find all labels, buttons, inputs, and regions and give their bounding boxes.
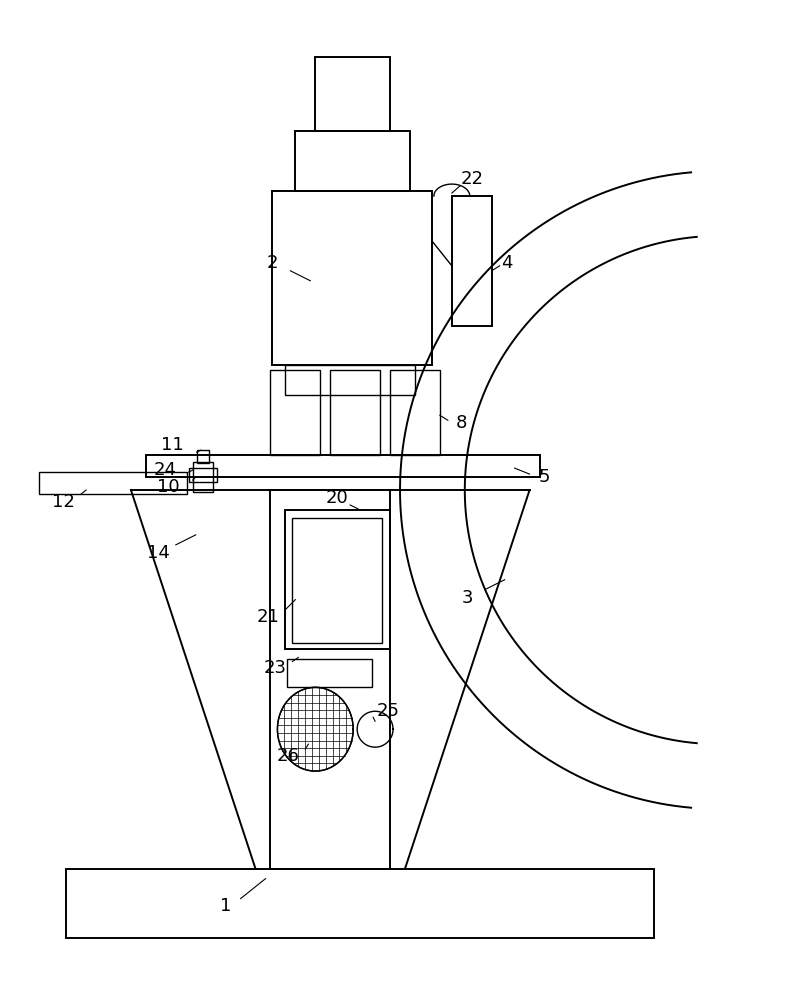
Bar [316,57,390,131]
Bar [40,472,186,494]
Text: 3: 3 [462,589,474,607]
Text: 22: 22 [460,170,483,188]
Bar [146,455,540,477]
Text: 20: 20 [326,489,349,507]
Text: 12: 12 [52,493,74,511]
Bar [286,510,390,649]
Bar [273,191,432,365]
Bar [270,490,390,869]
Bar [286,365,415,395]
Text: 14: 14 [148,544,170,562]
Bar [66,869,654,938]
Bar [287,659,372,687]
Bar [390,370,440,455]
Text: 1: 1 [220,897,232,915]
Bar [189,468,216,482]
Bar [452,196,491,326]
Text: 2: 2 [266,254,278,272]
Bar [295,131,410,191]
Text: 5: 5 [539,468,550,486]
Text: 8: 8 [456,414,467,432]
Bar [270,370,320,455]
Text: 24: 24 [153,461,176,479]
Text: 10: 10 [157,478,180,496]
Text: 4: 4 [501,254,512,272]
Text: 25: 25 [377,702,399,720]
Text: 23: 23 [264,659,287,677]
Text: 21: 21 [257,608,280,626]
Text: 11: 11 [161,436,184,454]
Bar [330,370,380,455]
Bar [292,518,382,643]
Bar [197,450,209,463]
Text: 26: 26 [277,747,300,765]
Bar [193,462,213,492]
